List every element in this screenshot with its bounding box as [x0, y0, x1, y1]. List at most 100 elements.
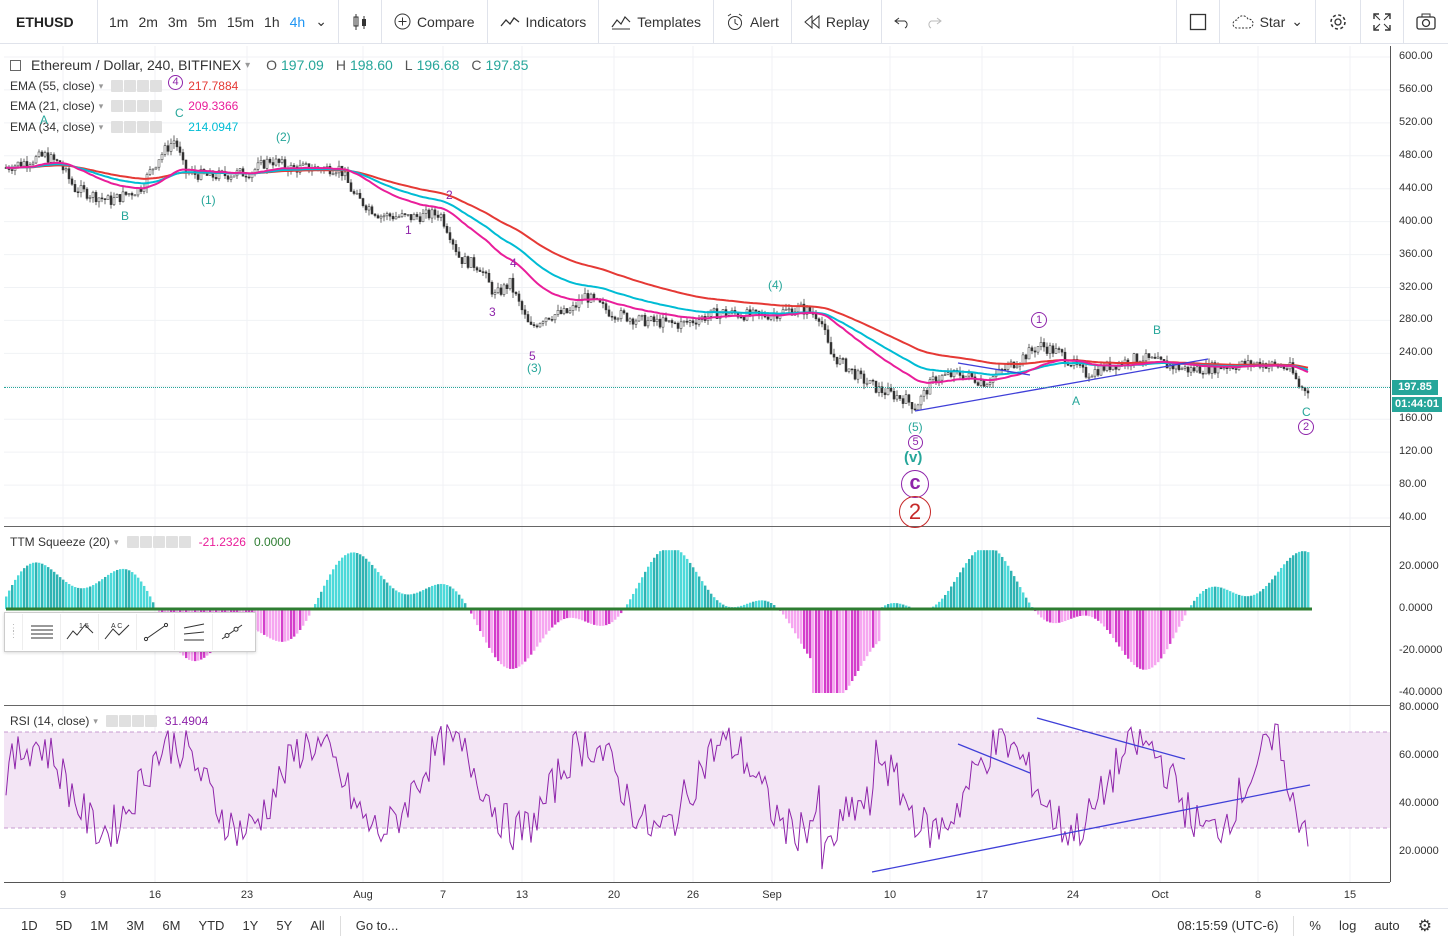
- time-axis-label: 13: [515, 889, 529, 901]
- indicators-button[interactable]: Indicators: [488, 0, 600, 44]
- ttm-bar: [101, 579, 104, 609]
- ttm-bar: [650, 561, 653, 609]
- replay-button[interactable]: Replay: [792, 0, 883, 44]
- ray-tool[interactable]: [213, 614, 251, 650]
- interval-1m[interactable]: 1m: [109, 13, 129, 30]
- ttm-bar: [1010, 570, 1013, 609]
- range-button-1y[interactable]: 1Y: [242, 918, 259, 933]
- ema-legend-55[interactable]: EMA (55, close) ▾ 217.7884: [10, 79, 238, 93]
- candle-body: [1060, 349, 1064, 353]
- undo-button[interactable]: [882, 0, 954, 44]
- range-button-ytd[interactable]: YTD: [198, 918, 225, 933]
- ttm-bar: [515, 609, 518, 669]
- chart-style-button[interactable]: [339, 0, 382, 44]
- ttm-bar: [533, 609, 536, 651]
- elliott-correction-tool[interactable]: A C: [99, 614, 137, 650]
- candle-body: [985, 384, 989, 387]
- candles-icon: [353, 13, 366, 30]
- candle-body: [460, 257, 464, 264]
- range-button-5y[interactable]: 5Y: [276, 918, 293, 933]
- candle-body: [670, 320, 674, 324]
- settings-button[interactable]: [1316, 0, 1361, 44]
- candle-body: [1294, 372, 1298, 380]
- legend-buttons[interactable]: [111, 121, 163, 133]
- percent-toggle[interactable]: %: [1309, 918, 1321, 933]
- candle-body: [100, 197, 104, 200]
- trend-line-tool[interactable]: [137, 614, 175, 650]
- legend-buttons[interactable]: [126, 536, 191, 548]
- wave-label: 2: [446, 188, 453, 202]
- candle-body: [1303, 387, 1307, 392]
- legend-buttons[interactable]: [105, 715, 157, 727]
- candle-body: [121, 191, 125, 203]
- interval-5m[interactable]: 5m: [197, 13, 217, 30]
- fullscreen-button[interactable]: [1361, 0, 1404, 44]
- redo-icon[interactable]: [926, 15, 943, 29]
- star-button[interactable]: Star ⌄: [1220, 0, 1316, 44]
- ttm-value-2: 0.0000: [253, 535, 291, 549]
- pane-separator[interactable]: [4, 526, 1390, 527]
- log-toggle[interactable]: log: [1338, 918, 1357, 933]
- ttm-bar: [1271, 579, 1274, 609]
- drag-handle-icon[interactable]: ⋮ ⋮: [5, 614, 23, 650]
- interval-1h[interactable]: 1h: [264, 13, 280, 30]
- legend-buttons[interactable]: [111, 80, 163, 92]
- pane-separator[interactable]: [4, 705, 1390, 706]
- ttm-bar: [863, 609, 866, 661]
- range-button-6m[interactable]: 6M: [162, 918, 181, 933]
- time-axis[interactable]: 9 16 23 Aug 7 13 20 26 Sep 10 17 24 Oct 8 15: [4, 882, 1390, 908]
- ttm-bar: [686, 558, 689, 609]
- ttm-bar: [257, 609, 260, 632]
- clock-time[interactable]: 08:15:59 (UTC-6): [1177, 918, 1279, 933]
- candle-body: [1162, 359, 1166, 362]
- collapse-legend-icon[interactable]: [10, 59, 21, 71]
- interval-3m[interactable]: 3m: [167, 13, 188, 30]
- candle-body: [1024, 354, 1028, 360]
- rsi-legend[interactable]: RSI (14, close) ▾ 31.4904: [10, 714, 208, 728]
- price-axis-label: 40.00: [1399, 511, 1427, 523]
- price-axis[interactable]: 600.00 560.00 520.00 480.00 440.00 400.00 360.…: [1390, 46, 1448, 882]
- symbol-search[interactable]: ETHUSD: [0, 0, 98, 44]
- templates-button[interactable]: Templates: [599, 0, 715, 44]
- compare-button[interactable]: Compare: [382, 0, 488, 44]
- candle-body: [163, 145, 167, 155]
- alert-button[interactable]: Alert: [714, 0, 792, 44]
- candle-body: [154, 166, 158, 170]
- range-button-5d[interactable]: 5D: [55, 918, 73, 933]
- horizontal-lines-tool[interactable]: [23, 614, 61, 650]
- range-button-1m[interactable]: 1M: [90, 918, 109, 933]
- candle-body: [394, 216, 398, 220]
- ttm-bar: [20, 571, 23, 609]
- ttm-bar: [29, 563, 32, 609]
- time-axis-label: 17: [975, 889, 989, 901]
- close-label: C: [471, 57, 482, 73]
- snapshot-button[interactable]: [1404, 0, 1448, 44]
- candle-body: [280, 159, 284, 163]
- parallel-channel-tool[interactable]: [175, 614, 213, 650]
- interval-2m[interactable]: 2m: [138, 13, 158, 30]
- ttm-legend[interactable]: TTM Squeeze (20) ▾ -21.2326 0.0000: [10, 535, 291, 549]
- candle-body: [1156, 356, 1160, 359]
- ema-legend-34[interactable]: EMA (34, close) ▾ 214.0947: [10, 120, 238, 134]
- auto-toggle[interactable]: auto: [1374, 918, 1400, 933]
- range-button-1d[interactable]: 1D: [21, 918, 38, 933]
- chevron-down-icon[interactable]: ▾: [245, 59, 251, 71]
- ttm-bar: [743, 604, 746, 609]
- range-button-all[interactable]: All: [310, 918, 325, 933]
- gear-icon[interactable]: ⚙: [1417, 917, 1432, 935]
- legend-buttons[interactable]: [111, 100, 163, 112]
- ema-legend-21[interactable]: EMA (21, close) ▾ 209.3366: [10, 99, 238, 113]
- interval-dropdown-icon[interactable]: ⌄: [315, 13, 327, 29]
- candle-body: [604, 303, 608, 311]
- range-button-3m[interactable]: 3M: [126, 918, 145, 933]
- goto-button[interactable]: Go to...: [355, 918, 399, 933]
- interval-4h[interactable]: 4h: [289, 13, 306, 30]
- elliott-impulse-tool[interactable]: 1 5: [61, 614, 99, 650]
- candle-body: [907, 394, 911, 403]
- ttm-bar: [512, 609, 515, 669]
- fullscreen-box-button[interactable]: [1175, 0, 1220, 44]
- interval-15m[interactable]: 15m: [226, 13, 255, 30]
- ema21-label: EMA (21, close): [10, 99, 95, 113]
- candle-body: [1189, 367, 1193, 373]
